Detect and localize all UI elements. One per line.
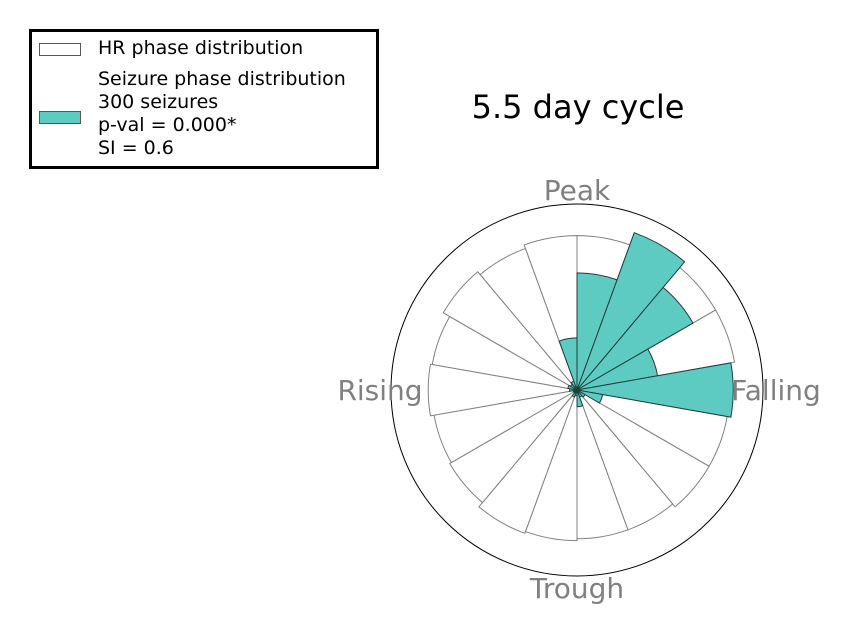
legend-label-seizure: Seizure phase distribution	[98, 68, 346, 90]
label-trough: Trough	[529, 572, 624, 605]
legend-pval: p-val = 0.000*	[98, 114, 237, 136]
chart-title: 5.5 day cycle	[471, 88, 685, 126]
outer-ring	[390, 203, 764, 577]
legend-swatch-hr	[39, 43, 81, 56]
seizure-bar-8	[576, 389, 584, 408]
hr-bar-15	[442, 271, 578, 391]
seizure-bar-1	[576, 232, 686, 391]
legend-seizure-count: 300 seizures	[98, 91, 219, 113]
hr-bar-13	[427, 363, 578, 417]
seizure-bar-4	[576, 362, 734, 418]
hr-bar-6	[576, 389, 710, 508]
legend-swatch-seizure	[39, 111, 81, 124]
label-falling: Falling	[731, 374, 821, 407]
legend: HR phase distribution Seizure phase dist…	[29, 29, 379, 169]
seizure-bars	[558, 232, 734, 418]
label-peak: Peak	[544, 174, 611, 207]
legend-si: SI = 0.6	[98, 137, 174, 159]
hr-bar-10	[478, 389, 578, 534]
legend-label-hr: HR phase distribution	[98, 37, 304, 59]
hr-bar-11	[449, 389, 578, 504]
seizure-bar-2	[576, 286, 694, 391]
seizure-bar-17	[558, 337, 578, 391]
label-rising: Rising	[337, 374, 422, 407]
